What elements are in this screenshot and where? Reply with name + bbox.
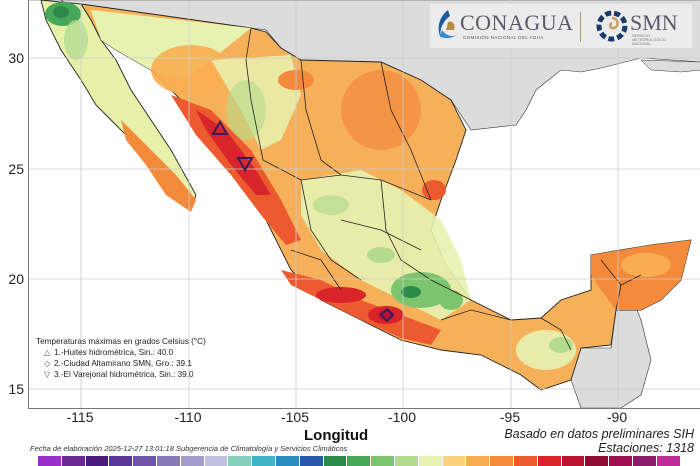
- colorbar-segment: [609, 456, 633, 466]
- colorbar-segment: [38, 456, 62, 466]
- x-tick-105: -105: [280, 409, 310, 425]
- legend: Temperaturas máximas en grados Celsius (…: [36, 336, 206, 380]
- y-tick-30: 30: [8, 50, 24, 66]
- data-source-note: Basado en datos preliminares SIH: [504, 427, 694, 441]
- colorbar-segment: [228, 456, 253, 466]
- colorbar-segment: [275, 456, 300, 466]
- smn-logo-icon: [596, 10, 628, 42]
- colorbar-segment: [204, 456, 229, 466]
- colorbar-segment: [61, 456, 86, 466]
- colorbar-segment: [656, 456, 681, 466]
- legend-item-text: 3.-El Varejonal hidrométrica, Sin.: 39.0: [54, 370, 194, 379]
- colorbar-segment: [585, 456, 610, 466]
- colorbar-segment: [180, 456, 205, 466]
- conagua-logo-icon: [438, 10, 458, 40]
- station-marker-huites: [211, 120, 229, 135]
- colorbar-segment: [323, 456, 348, 466]
- y-tick-20: 20: [8, 271, 24, 287]
- legend-item-text: 2.-Ciudad Altamirano SMN, Gro.: 39.1: [54, 359, 192, 368]
- legend-item: ◇ 2.-Ciudad Altamirano SMN, Gro.: 39.1: [36, 358, 206, 369]
- temperature-colorbar: [38, 456, 681, 466]
- colorbar-segment: [466, 456, 491, 466]
- x-tick-115: -115: [66, 409, 94, 425]
- colorbar-segment: [490, 456, 514, 466]
- colorbar-segment: [513, 456, 538, 466]
- station-count: Estaciones: 1318: [598, 441, 694, 455]
- legend-item: △ 1.-Huites hidrométrica, Sin.: 40.0: [36, 347, 206, 358]
- smn-logo-text: SMN: [630, 10, 678, 35]
- x-tick-110: -110: [174, 409, 202, 425]
- colorbar-segment: [133, 456, 157, 466]
- map-plot-area: [28, 0, 700, 409]
- legend-title: Temperaturas máximas en grados Celsius (…: [36, 337, 206, 346]
- conagua-logo-text: CONAGUA: [460, 10, 574, 35]
- legend-item-text: 1.-Huites hidrométrica, Sin.: 40.0: [54, 348, 174, 357]
- x-tick-90: -90: [606, 409, 628, 425]
- logo-divider: [580, 12, 581, 42]
- legend-item: ▽ 3.-El Varejonal hidrométrica, Sin.: 39.…: [36, 369, 206, 380]
- diamond-icon: ◇: [44, 359, 51, 368]
- station-marker-altamirano: [379, 307, 395, 323]
- triangle-down-icon: ▽: [44, 370, 51, 379]
- y-tick-15: 15: [8, 381, 24, 397]
- x-tick-100: -100: [387, 409, 417, 425]
- y-tick-25: 25: [8, 161, 24, 177]
- colorbar-segment: [371, 456, 395, 466]
- colorbar-segment: [632, 456, 657, 466]
- colorbar-segment: [537, 456, 562, 466]
- x-tick-95: -95: [499, 409, 521, 425]
- colorbar-segment: [109, 456, 134, 466]
- colorbar-segment: [299, 456, 324, 466]
- colorbar-segment: [85, 456, 110, 466]
- colorbar-segment: [442, 456, 467, 466]
- colorbar-segment: [561, 456, 586, 466]
- smn-logo-subtitle: SERVICIO METEOROLÓGICO NACIONAL: [632, 34, 666, 46]
- colorbar-segment: [156, 456, 181, 466]
- elaboration-date: Fecha de elaboración 2025-12-27 13:01:18…: [30, 444, 348, 453]
- colorbar-segment: [347, 456, 372, 466]
- triangle-up-icon: △: [44, 348, 51, 357]
- colorbar-segment: [394, 456, 419, 466]
- station-marker-varejonal: [236, 157, 254, 172]
- header-logos: CONAGUA COMISIÓN NACIONAL DEL AGUA SMN S…: [430, 4, 692, 48]
- conagua-logo-subtitle: COMISIÓN NACIONAL DEL AGUA: [463, 35, 544, 40]
- x-axis-label: Longitud: [304, 427, 369, 444]
- colorbar-segment: [252, 456, 276, 466]
- colorbar-segment: [418, 456, 443, 466]
